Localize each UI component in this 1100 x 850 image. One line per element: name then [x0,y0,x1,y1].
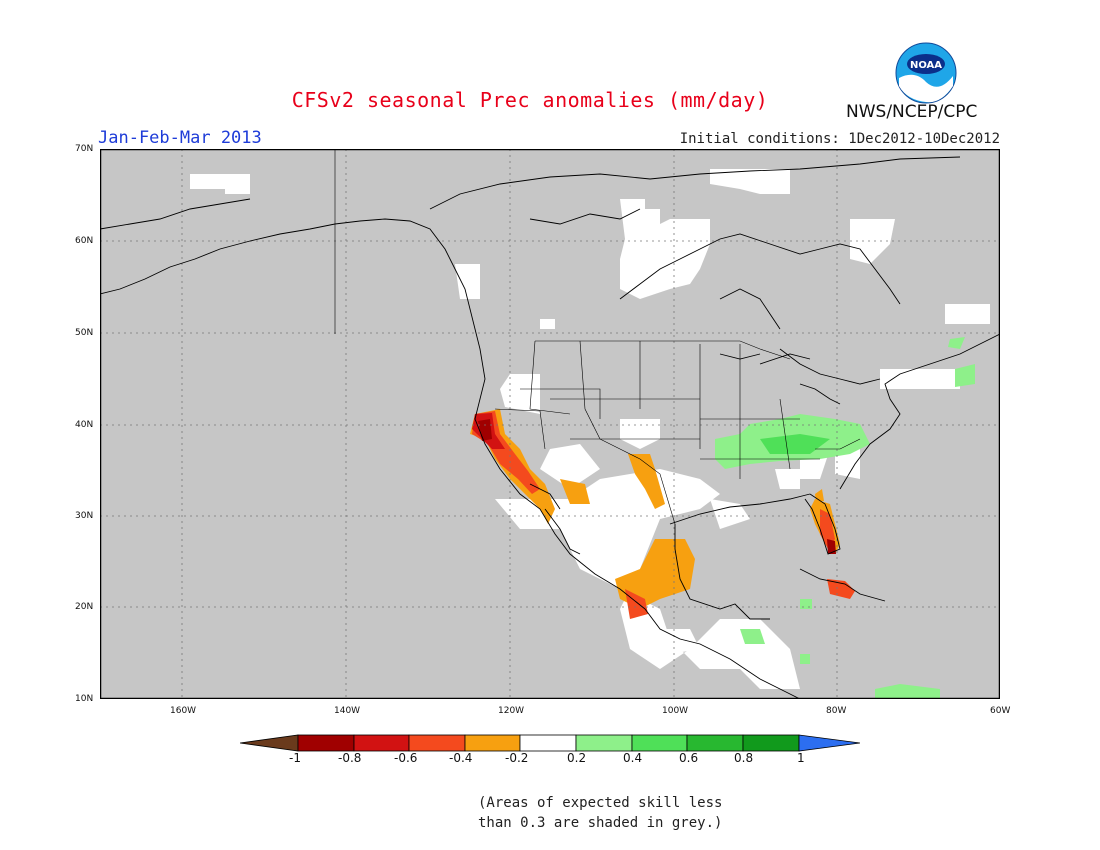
colorbar-segment [464,734,521,752]
colorbar-label: 1 [797,751,805,765]
lat-label-40n: 40N [75,420,94,430]
colorbar-high-arrow [798,734,861,752]
colorbar-segment [686,734,744,752]
colorbar [239,733,861,753]
lat-label-70n: 70N [75,144,94,154]
colorbar-low-arrow [239,734,299,752]
lat-label-50n: 50N [75,328,94,338]
lat-label-30n: 30N [75,511,94,521]
lon-label-140w: 140W [334,706,361,716]
colorbar-segment [575,734,633,752]
lon-label-80w: 80W [826,706,847,716]
colorbar-label: -0.2 [505,751,529,765]
logo: NOAA [895,42,957,104]
map-title: CFSv2 seasonal Prec anomalies (mm/day) [291,88,769,112]
lat-label-10n: 10N [75,694,94,704]
colorbar-label: -0.6 [394,751,418,765]
forecast-period: Jan-Feb-Mar 2013 [98,128,262,148]
agency-label: NWS/NCEP/CPC [846,102,978,122]
colorbar-segment [742,734,800,752]
lon-label-60w: 60W [990,706,1011,716]
lon-label-120w: 120W [498,706,525,716]
colorbar-segment [631,734,688,752]
colorbar-label: -1 [289,751,301,765]
initial-conditions: Initial conditions: 1Dec2012-10Dec2012 [679,131,1000,147]
colorbar-label: 0.2 [567,751,587,765]
lat-label-60n: 60N [75,236,94,246]
colorbar-segment [408,734,466,752]
colorbar-label: 0.8 [734,751,754,765]
colorbar-label: 0.4 [623,751,643,765]
lon-label-160w: 160W [170,706,197,716]
skill-note-line1: (Areas of expected skill less [478,795,723,811]
colorbar-segment [519,734,577,752]
logo-text: NOAA [910,60,942,71]
colorbar-label: -0.8 [338,751,362,765]
colorbar-label: 0.6 [679,751,699,765]
anomaly-map [99,148,1001,700]
colorbar-segment [353,734,410,752]
lat-label-20n: 20N [75,602,94,612]
positive-anomaly-areas [715,337,975,699]
colorbar-segment [297,734,355,752]
lon-label-100w: 100W [662,706,689,716]
colorbar-label: -0.4 [449,751,473,765]
political-borders [334,149,861,525]
skill-note: (Areas of expected skill less than 0.3 a… [478,793,722,833]
skill-note-line2: than 0.3 are shaded in grey.) [478,815,723,831]
negative-anomaly-areas [470,409,855,619]
